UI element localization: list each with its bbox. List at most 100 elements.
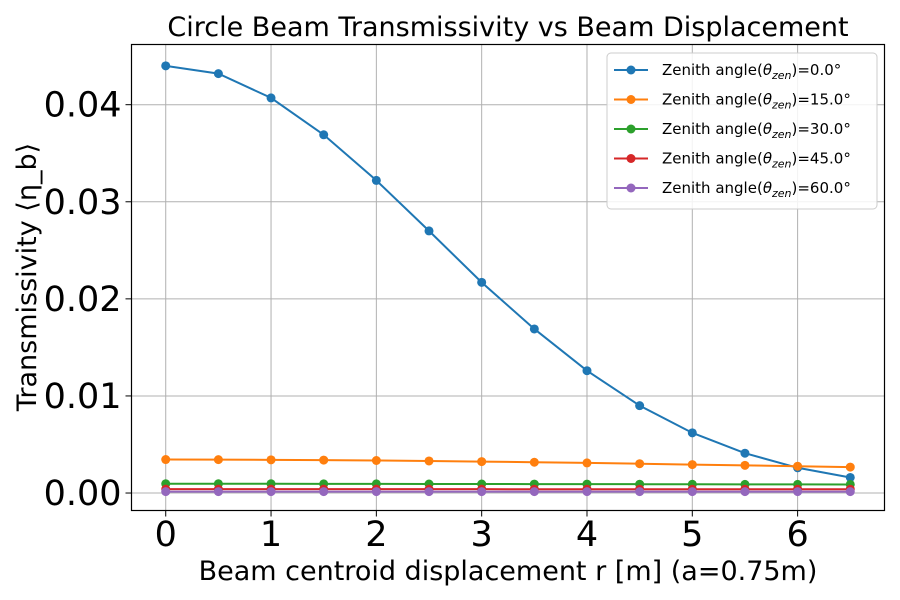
legend-label-prefix: Zenith angle( — [662, 179, 763, 197]
x-tick-label: 4 — [576, 515, 598, 555]
legend-label: Zenith angle(θzen)=15.0° — [662, 91, 851, 112]
legend-label: Zenith angle(θzen)=60.0° — [662, 179, 851, 200]
data-point — [687, 460, 697, 470]
data-point — [371, 175, 381, 185]
legend-label-suffix: )=60.0° — [792, 179, 851, 197]
data-point — [582, 366, 592, 376]
legend-label-prefix: Zenith angle( — [662, 120, 763, 138]
legend-marker — [626, 154, 636, 163]
data-point — [371, 456, 381, 466]
x-tick-label: 0 — [155, 515, 177, 555]
data-point — [424, 487, 434, 497]
data-point — [582, 458, 592, 468]
x-axis: 0 1 2 3 4 5 6 — [155, 510, 809, 555]
series-2 — [161, 479, 855, 489]
legend-label-prefix: Zenith angle( — [662, 91, 763, 109]
data-point — [424, 226, 434, 236]
data-point — [582, 487, 592, 497]
data-point — [161, 61, 171, 71]
x-axis-label: Beam centroid displacement r [m] (a=0.75… — [199, 556, 818, 587]
y-tick-label: 0.03 — [44, 183, 122, 223]
x-tick-label: 2 — [365, 515, 387, 555]
x-tick-label: 5 — [681, 515, 703, 555]
legend-label: Zenith angle(θzen)=30.0° — [662, 120, 851, 141]
legend-label-prefix: Zenith angle( — [662, 61, 763, 79]
y-axis: 0.00 0.01 0.02 0.03 0.04 — [44, 86, 132, 514]
data-point — [213, 487, 223, 497]
legend-label-suffix: )=15.0° — [792, 91, 851, 109]
x-tick-label: 1 — [260, 515, 282, 555]
legend-label: Zenith angle(θzen)=0.0° — [662, 61, 841, 82]
legend-entry: Zenith angle(θzen)=30.0° — [614, 120, 851, 141]
series-line — [165, 482, 851, 486]
legend-label: Zenith angle(θzen)=45.0° — [662, 150, 851, 171]
data-point — [266, 93, 276, 103]
legend-marker — [626, 95, 636, 104]
data-point — [213, 69, 223, 79]
data-point — [845, 462, 855, 472]
data-point — [529, 457, 539, 467]
legend-label-subscript: zen — [771, 69, 792, 82]
legend-entry: Zenith angle(θzen)=15.0° — [614, 91, 851, 112]
legend: Zenith angle(θzen)=0.0°Zenith angle(θzen… — [606, 52, 878, 210]
data-point — [477, 487, 487, 497]
chart-title: Circle Beam Transmissivity vs Beam Displ… — [167, 12, 848, 43]
y-tick-label: 0.01 — [44, 377, 122, 417]
legend-marker — [626, 124, 636, 134]
data-point — [740, 487, 750, 497]
legend-marker — [626, 65, 636, 75]
data-point — [371, 487, 381, 497]
y-axis-label: Transmissivity ⟨η_b⟩ — [12, 143, 43, 412]
data-point — [477, 457, 487, 467]
data-point — [319, 455, 329, 465]
legend-label-symbol: θ — [763, 120, 772, 138]
legend-label-suffix: )=0.0° — [792, 61, 842, 79]
data-point — [319, 487, 329, 497]
series-line — [165, 458, 851, 469]
legend-label-symbol: θ — [763, 179, 772, 197]
data-point — [529, 324, 539, 334]
data-point — [213, 455, 223, 465]
legend-label-prefix: Zenith angle( — [662, 150, 763, 168]
data-point — [687, 487, 697, 497]
x-tick-label: 3 — [471, 515, 493, 555]
legend-label-symbol: θ — [763, 150, 772, 168]
data-point — [477, 277, 487, 287]
data-point — [635, 459, 645, 469]
data-point — [161, 455, 171, 465]
series-4 — [161, 487, 855, 497]
data-point — [635, 487, 645, 497]
legend-label-symbol: θ — [763, 61, 772, 79]
data-point — [424, 456, 434, 466]
y-tick-label: 0.04 — [44, 86, 122, 126]
data-point — [740, 460, 750, 470]
data-point — [529, 487, 539, 497]
legend-label-subscript: zen — [771, 99, 792, 112]
series-0 — [161, 61, 855, 482]
legend-marker — [626, 183, 636, 193]
data-point — [319, 130, 329, 140]
legend-label-suffix: )=30.0° — [792, 120, 851, 138]
legend-entry: Zenith angle(θzen)=60.0° — [614, 179, 851, 200]
y-tick-label: 0.00 — [44, 474, 122, 514]
data-point — [845, 472, 855, 482]
data-point — [793, 461, 803, 471]
y-tick-label: 0.02 — [44, 280, 122, 320]
data-point — [845, 487, 855, 497]
legend-label-subscript: zen — [771, 128, 792, 141]
plot-frame — [130, 43, 886, 512]
data-point — [635, 401, 645, 411]
series-line — [165, 64, 851, 479]
data-point — [161, 487, 171, 497]
data-point — [740, 448, 750, 458]
series-layer — [161, 61, 855, 497]
legend-label-symbol: θ — [763, 91, 772, 109]
x-tick-label: 6 — [786, 515, 808, 555]
legend-label-subscript: zen — [771, 158, 792, 171]
legend-box — [606, 52, 878, 210]
legend-entry: Zenith angle(θzen)=45.0° — [614, 150, 851, 171]
series-1 — [161, 455, 855, 472]
data-point — [266, 487, 276, 497]
data-point — [793, 487, 803, 497]
